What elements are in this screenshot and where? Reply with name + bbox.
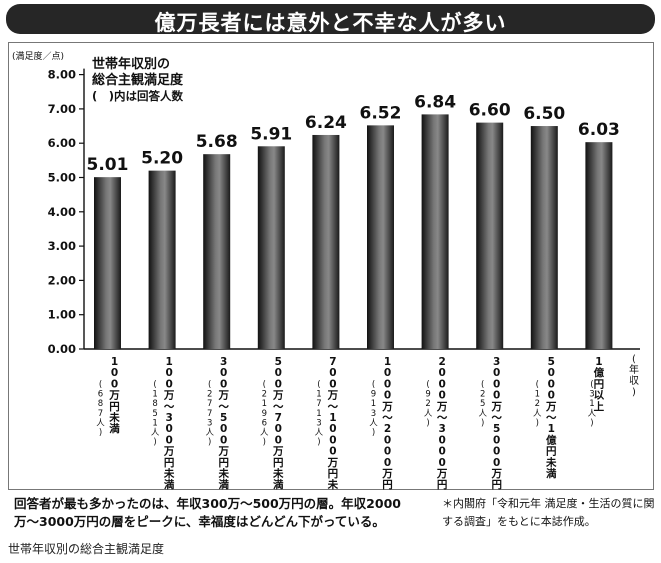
category-label: 2000万〜3000万円未満(92人) [424,356,448,490]
count-label: (1 7 1 3 人) [315,380,324,448]
bar [203,154,231,349]
value-label: 5.01 [87,155,129,175]
category-text: 1 0 0 万円未満 [108,356,120,435]
category-label: 1 0 0 万〜 3 0 0 万円未満(1 8 5 1 人) [151,356,175,490]
image-caption: 世帯年収別の総合主観満足度 [8,542,165,556]
x-axis-label-text: (年収) [629,354,639,398]
source-note: ＊内閣府「令和元年 満足度・生活の質に関する調査」をもとに本誌作成。 [442,497,655,528]
bar [530,126,558,349]
banner-title: 億万長者には意外と不幸な人が多い [154,11,507,35]
category-label: 5 0 0 万〜 7 0 0 万円未満(2 1 9 6 人) [260,356,284,490]
value-label: 5.91 [250,124,292,144]
bar-chart: (満足度／点) 0.00 1.00 2.00 3.00 4.00 5.00 6.00 7.00… [12,50,640,490]
value-label: 6.03 [578,120,620,140]
y-axis-label: (満足度／点) [12,50,64,62]
count-label: (3 1 人) [588,380,597,428]
y-tick-label: 5.00 [48,171,76,185]
category-label: 3000万〜5000万円未満(25人) [478,356,502,490]
category-text: 5 0 0 万〜 7 0 0 万円未満 [272,356,284,490]
category-label: 1 0 0 万円未満(6 8 7 人) [96,356,120,438]
value-label: 6.24 [305,113,347,133]
count-label: (2 5 人) [478,380,487,428]
count-label: (2 1 9 6 人) [260,380,269,448]
subtitle: ( )内は回答人数 [92,89,184,103]
footer-note: 回答者が最も多かったのは、年収300万〜500万円の層。年収2000万〜3000… [14,496,401,529]
chart-frame [8,42,654,490]
value-label: 6.50 [523,104,565,124]
chart-title-line: 総合主観満足度 [92,72,184,88]
bar [367,125,394,349]
x-axis-label: (年収) [629,354,639,398]
bar [585,142,613,349]
chart-title-line: 世帯年収別の [92,56,170,72]
value-labels: 5.01 5.20 5.68 5.91 6.24 6.52 6.84 6.60 6.50 6.03 [87,92,620,175]
value-label: 5.20 [141,149,183,169]
y-tick-label: 7.00 [48,102,76,116]
y-tick-label: 0.00 [48,342,76,356]
category-text: 5 0 0 0 万〜 1 億円未満 [545,356,557,480]
value-label: 6.60 [469,101,511,121]
count-label: (6 8 7 人) [96,380,105,438]
category-text: 2000万〜3000万円未満 [436,356,448,490]
bar [257,146,285,349]
count-label: (9 2 人) [424,380,433,428]
value-label: 6.84 [414,92,456,112]
y-tick-label: 8.00 [48,68,76,82]
value-label: 6.52 [360,103,402,123]
category-text: 1 億円以上 [594,356,605,413]
category-label: 5 0 0 0 万〜 1 億円未満(1 2 人) [533,356,557,480]
y-tick-label: 4.00 [48,205,76,219]
y-tick-label: 6.00 [48,136,76,150]
y-tick-label: 3.00 [48,239,76,253]
bars [94,114,613,350]
category-label: 1 億円以上(3 1 人) [588,356,605,428]
bar [476,122,504,350]
category-labels: 1 0 0 万円未満(6 8 7 人) 1 0 0 万〜 3 0 0 万円未満(1 8 5 1 人) 3 0 0 万〜 5 0 0… [96,356,604,490]
bar [312,134,340,349]
bar [94,177,121,349]
y-tick-label: 2.00 [48,273,76,287]
count-label: (1 8 5 1 人) [151,380,160,448]
y-tick-label: 1.00 [48,308,76,322]
category-text: 3000万〜5000万円未満 [490,356,502,490]
bar [421,114,449,349]
count-label: (1 2 人) [533,380,542,428]
count-label: (9 1 3 人) [369,380,378,438]
bar [148,170,176,349]
title-banner: 億万長者には意外と不幸な人が多い [6,4,655,35]
chart-title: 世帯年収別の総合主観満足度 [92,56,184,88]
y-axis: 0.00 1.00 2.00 3.00 4.00 5.00 6.00 7.00 8.00 [48,68,640,356]
count-label: (2 7 7 3 人) [205,380,214,448]
category-text: 1 0 0 万〜 3 0 0 万円未満 [163,356,175,490]
category-label: 3 0 0 万〜 5 0 0 万円未満(2 7 7 3 人) [205,356,229,490]
category-text: 3 0 0 万〜 5 0 0 万円未満 [217,356,229,490]
value-label: 5.68 [196,132,238,152]
